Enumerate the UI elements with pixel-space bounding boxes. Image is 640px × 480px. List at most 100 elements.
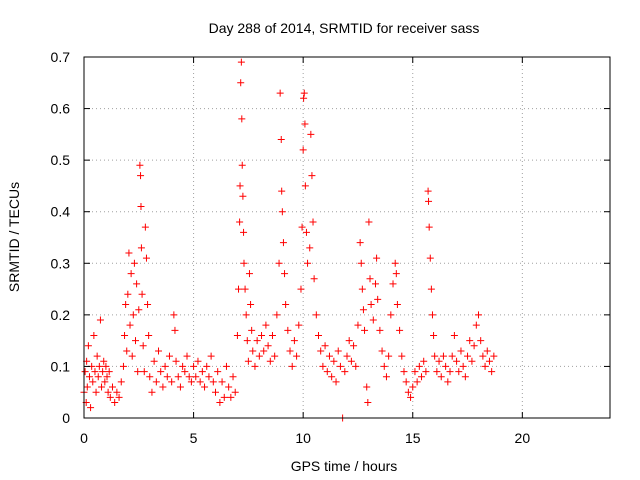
data-point [490, 352, 498, 360]
data-point [455, 368, 463, 376]
data-point [84, 342, 92, 350]
data-point [446, 368, 454, 376]
data-point [236, 182, 244, 190]
data-point [171, 326, 179, 334]
data-point [218, 378, 226, 386]
data-point [253, 337, 261, 345]
data-point [278, 187, 286, 195]
data-point [87, 404, 95, 412]
data-point [138, 290, 146, 298]
data-point [125, 249, 133, 257]
data-point [163, 373, 171, 381]
data-point [464, 352, 472, 360]
y-tick-label: 0 [62, 410, 70, 426]
data-point [121, 331, 129, 339]
data-point [95, 362, 103, 370]
data-point [299, 146, 307, 154]
data-point [137, 244, 145, 252]
data-point [308, 172, 316, 180]
data-point [92, 388, 100, 396]
data-point [404, 388, 412, 396]
data-point [91, 368, 99, 376]
data-point [317, 347, 325, 355]
data-point [391, 259, 399, 267]
data-point [146, 373, 154, 381]
y-tick-label: 0.4 [51, 204, 71, 220]
data-point [139, 342, 147, 350]
data-point [242, 311, 250, 319]
data-point [245, 270, 253, 278]
data-point [155, 347, 163, 355]
data-point [216, 399, 224, 407]
data-point [444, 378, 452, 386]
data-point [266, 357, 274, 365]
data-point [249, 347, 257, 355]
data-point [437, 373, 445, 381]
data-point [141, 223, 149, 231]
data-point [418, 373, 426, 381]
data-points [80, 58, 498, 422]
data-point [297, 285, 305, 293]
data-point [170, 311, 178, 319]
data-point [209, 378, 217, 386]
data-point [323, 368, 331, 376]
data-point [194, 357, 202, 365]
data-point [407, 393, 415, 401]
y-tick-label: 0.7 [51, 49, 71, 65]
x-tick-label: 10 [295, 430, 311, 446]
data-point [165, 352, 173, 360]
data-point [179, 362, 187, 370]
data-point [129, 311, 137, 319]
data-point [140, 368, 148, 376]
data-point [367, 301, 375, 309]
data-point [115, 393, 123, 401]
data-point [273, 311, 281, 319]
data-point [433, 368, 441, 376]
data-point [442, 362, 450, 370]
x-tick-label: 20 [515, 430, 531, 446]
data-point [214, 368, 222, 376]
data-point [238, 161, 246, 169]
data-point [201, 383, 209, 391]
data-point [352, 362, 360, 370]
data-point [415, 362, 423, 370]
data-point [231, 388, 239, 396]
data-point [392, 270, 400, 278]
data-point [130, 259, 138, 267]
data-point [389, 280, 397, 288]
data-point [425, 223, 433, 231]
data-point [258, 331, 266, 339]
data-point [373, 254, 381, 262]
data-point [301, 182, 309, 190]
data-point [472, 321, 480, 329]
data-point [276, 89, 284, 97]
data-point [123, 347, 131, 355]
data-point [286, 347, 294, 355]
data-point [136, 161, 144, 169]
data-point [354, 321, 362, 329]
data-point [238, 115, 246, 123]
data-point [466, 337, 474, 345]
data-point [104, 388, 112, 396]
data-point [295, 321, 303, 329]
data-point [192, 373, 200, 381]
axis-ticks [83, 56, 610, 419]
data-point [172, 357, 180, 365]
data-point [279, 239, 287, 247]
data-point [260, 347, 268, 355]
data-point [411, 368, 419, 376]
data-point [459, 362, 467, 370]
data-point [251, 362, 259, 370]
data-point [102, 362, 110, 370]
data-point [233, 331, 241, 339]
data-point [113, 388, 121, 396]
y-tick-label: 0.6 [51, 101, 71, 117]
data-point [148, 388, 156, 396]
data-point [300, 94, 308, 102]
data-point [135, 306, 143, 314]
data-point [144, 301, 152, 309]
data-point [426, 254, 434, 262]
data-point [222, 362, 230, 370]
data-point [99, 368, 107, 376]
data-point [298, 223, 306, 231]
